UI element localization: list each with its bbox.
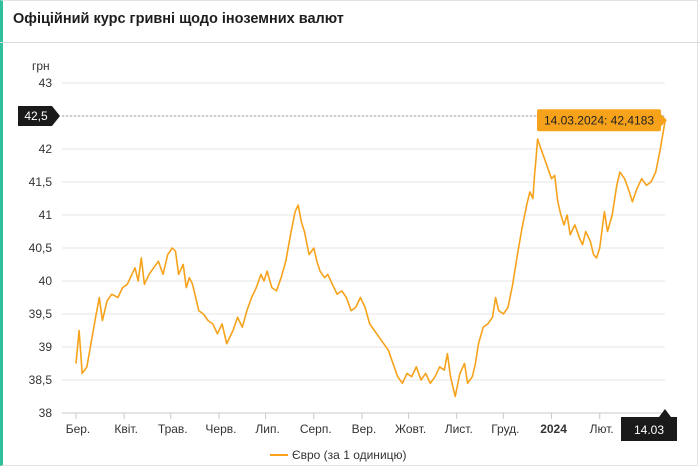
x-tick-label: Лист.	[445, 422, 473, 436]
x-tick-label: Жовт.	[395, 422, 426, 436]
x-tick-label: Лип.	[255, 422, 279, 436]
legend[interactable]: Євро (за 1 одиницю)	[270, 448, 407, 462]
y-tick-label: 39	[39, 340, 53, 354]
y-tick-label: 38,5	[29, 373, 53, 387]
x-tick-label: 2024	[540, 422, 567, 436]
y-axis-ticks: 38 38,5 39 39,5 40 40,5 41 41,5 42 43	[29, 76, 53, 420]
page-title: Офіційний курс гривні щодо іноземних вал…	[13, 11, 344, 27]
tooltip-pointer	[661, 114, 667, 127]
x-tick-label: Квіт.	[114, 422, 138, 436]
x-axis-ticks: Бер. Квіт. Трав. Черв. Лип. Серп. Вер. Жовт. Лис…	[66, 413, 614, 436]
x-tick-label: Серп.	[300, 422, 332, 436]
x-marker-background	[621, 409, 677, 441]
y-tick-label: 40,5	[29, 241, 53, 255]
y-tick-label: 43	[39, 76, 53, 90]
x-tick-label: Черв.	[205, 422, 236, 436]
x-tick-label: Бер.	[66, 422, 91, 436]
grid-lines	[62, 82, 665, 414]
y-tick-label: 41,5	[29, 175, 53, 189]
y-tick-label: 40	[39, 274, 53, 288]
tooltip-text: 14.03.2024: 42,4183	[544, 113, 654, 127]
x-tick-label: Трав.	[158, 422, 188, 436]
y-tick-label: 38	[39, 406, 53, 420]
x-tick-label: Лют.	[590, 422, 614, 436]
x-marker-label: 14.03	[634, 423, 664, 437]
x-tick-label: Груд.	[491, 422, 519, 436]
x-tick-label: Вер.	[352, 422, 377, 436]
y-axis-label: грн	[32, 59, 50, 73]
y-tick-label: 42	[39, 142, 53, 156]
y-tick-label: 39,5	[29, 307, 53, 321]
y-marker-label: 42,5	[24, 109, 48, 123]
legend-label[interactable]: Євро (за 1 одиницю)	[292, 448, 407, 462]
y-value-marker: 42,5	[18, 106, 60, 126]
y-marker-background	[18, 106, 60, 126]
y-tick-label: 41	[39, 208, 53, 222]
series-line-euro[interactable]	[75, 121, 666, 398]
tooltip-background	[537, 109, 661, 132]
x-date-marker: 14.03	[621, 409, 677, 441]
chart-header: Офіційний курс гривні щодо іноземних вал…	[0, 0, 700, 43]
tooltip: 14.03.2024: 42,4183	[537, 109, 667, 132]
